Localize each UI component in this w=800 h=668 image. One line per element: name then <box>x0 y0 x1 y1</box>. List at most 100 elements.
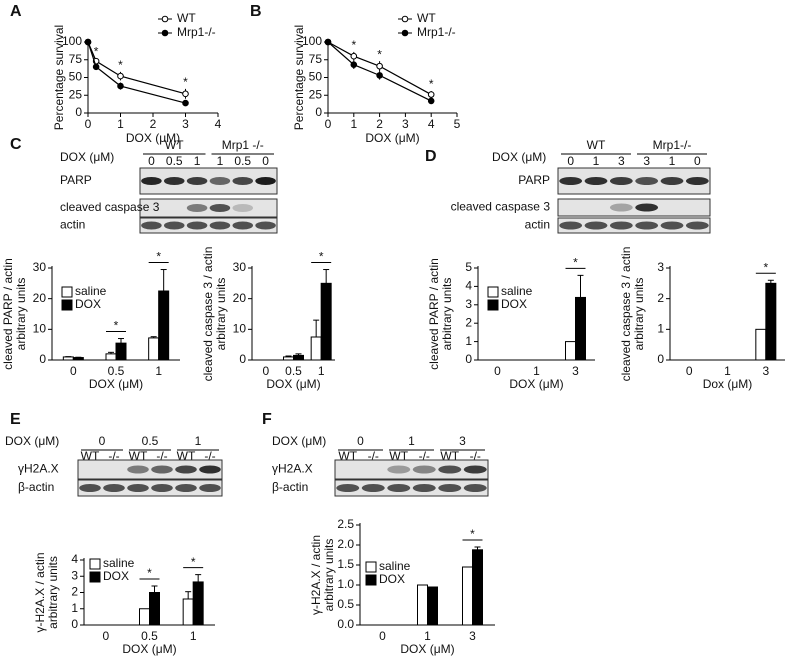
blot-strip <box>139 167 278 195</box>
lane-label: 1 <box>593 154 600 168</box>
band <box>141 221 162 230</box>
band <box>209 221 231 230</box>
bar <box>192 581 204 626</box>
x-tick-label: 4 <box>215 117 222 131</box>
significance: * <box>319 250 324 264</box>
significance: * <box>191 555 196 569</box>
y-axis-label: γ-H2A.X / actin <box>33 552 47 632</box>
y-axis-label: arbitrary units <box>214 278 228 351</box>
band <box>685 177 709 185</box>
legend-label: WT <box>417 11 436 25</box>
lane-label: 0 <box>148 154 155 168</box>
y-tick-label: 0 <box>75 105 82 119</box>
band <box>151 484 173 492</box>
blot-strip <box>334 459 489 480</box>
band <box>685 221 709 230</box>
legend-label: saline <box>75 284 107 298</box>
x-tick-label: 5 <box>454 117 461 131</box>
band <box>660 177 684 185</box>
legend-swatch <box>365 574 377 586</box>
legend-label: Mrp1-/- <box>177 25 216 39</box>
lane-label: -/- <box>368 449 379 463</box>
x-tick-label: 0 <box>262 364 269 378</box>
y-tick-label: 2 <box>657 291 664 305</box>
x-tick-label: 3 <box>762 364 769 378</box>
y-tick-label: 2 <box>465 315 472 329</box>
panel-label: E <box>10 411 21 428</box>
panel-label: A <box>10 3 22 20</box>
marker <box>182 90 189 98</box>
bar <box>417 584 428 626</box>
y-tick-label: 0 <box>71 617 78 631</box>
band <box>232 177 254 185</box>
lane-label: -/- <box>419 449 430 463</box>
series-line <box>87 41 186 95</box>
y-tick-label: 50 <box>69 70 83 84</box>
marker <box>84 38 92 46</box>
y-tick-label: 100 <box>62 34 82 48</box>
lane-label: 0 <box>567 154 574 168</box>
y-axis-label: Percentage survival <box>52 25 66 130</box>
legend-marker <box>161 15 169 23</box>
bar <box>62 356 74 361</box>
band <box>463 484 487 492</box>
row-label: PARP <box>518 173 550 187</box>
blot-header: DOX (μM) <box>5 434 59 448</box>
y-tick-label: 1 <box>465 334 472 348</box>
x-tick-label: 1 <box>724 364 731 378</box>
x-axis-label: DOX (μM) <box>365 131 419 145</box>
band <box>255 221 276 230</box>
x-tick-label: 0 <box>325 117 332 131</box>
band <box>609 177 633 185</box>
marker <box>182 99 189 107</box>
lane-label: -/- <box>204 449 215 463</box>
x-tick-label: 3 <box>469 629 476 643</box>
band <box>412 484 436 492</box>
band <box>103 484 125 492</box>
y-tick-label: 50 <box>309 70 323 84</box>
y-axis-label: cleaved PARP / actin <box>427 258 441 370</box>
bar <box>105 353 117 361</box>
marker <box>92 63 100 71</box>
bar <box>72 357 84 361</box>
blot-group: 0.5 <box>142 434 159 448</box>
band <box>559 177 583 185</box>
band <box>635 203 659 212</box>
x-axis-label: DOX (μM) <box>266 377 320 391</box>
marker <box>350 61 358 69</box>
x-tick-label: 0 <box>85 117 92 131</box>
band <box>186 177 208 185</box>
x-axis-label: DOX (μM) <box>89 377 143 391</box>
marker <box>376 72 383 79</box>
band <box>199 484 221 492</box>
y-axis-label: Percentage survival <box>292 25 306 130</box>
band <box>127 484 149 492</box>
x-tick-label: 3 <box>402 117 409 131</box>
series-line <box>327 41 432 102</box>
row-label: cleaved caspase 3 <box>451 200 551 214</box>
x-tick-label: 0.5 <box>108 364 125 378</box>
blot-group: Mrp1-/- <box>653 138 692 152</box>
blot-group: 1 <box>408 434 415 448</box>
marker <box>117 82 124 90</box>
bar <box>283 356 294 361</box>
band <box>387 465 411 474</box>
band <box>232 221 254 230</box>
bar <box>293 354 304 361</box>
x-tick-label: 1 <box>318 364 325 378</box>
legend-swatch <box>61 286 73 298</box>
blot-group: 3 <box>459 434 466 448</box>
significance: * <box>470 527 475 541</box>
y-tick-label: 75 <box>309 52 323 66</box>
y-axis-label: arbitrary units <box>322 539 336 612</box>
bar <box>115 342 127 361</box>
y-tick-label: 3 <box>657 260 664 274</box>
y-axis-label: arbitrary units <box>440 278 454 351</box>
y-tick-label: 30 <box>233 260 247 274</box>
band <box>209 177 231 185</box>
band <box>660 221 684 230</box>
x-tick-label: 1 <box>424 629 431 643</box>
marker <box>427 91 435 98</box>
y-tick-label: 1 <box>71 601 78 615</box>
legend-swatch <box>487 286 499 298</box>
